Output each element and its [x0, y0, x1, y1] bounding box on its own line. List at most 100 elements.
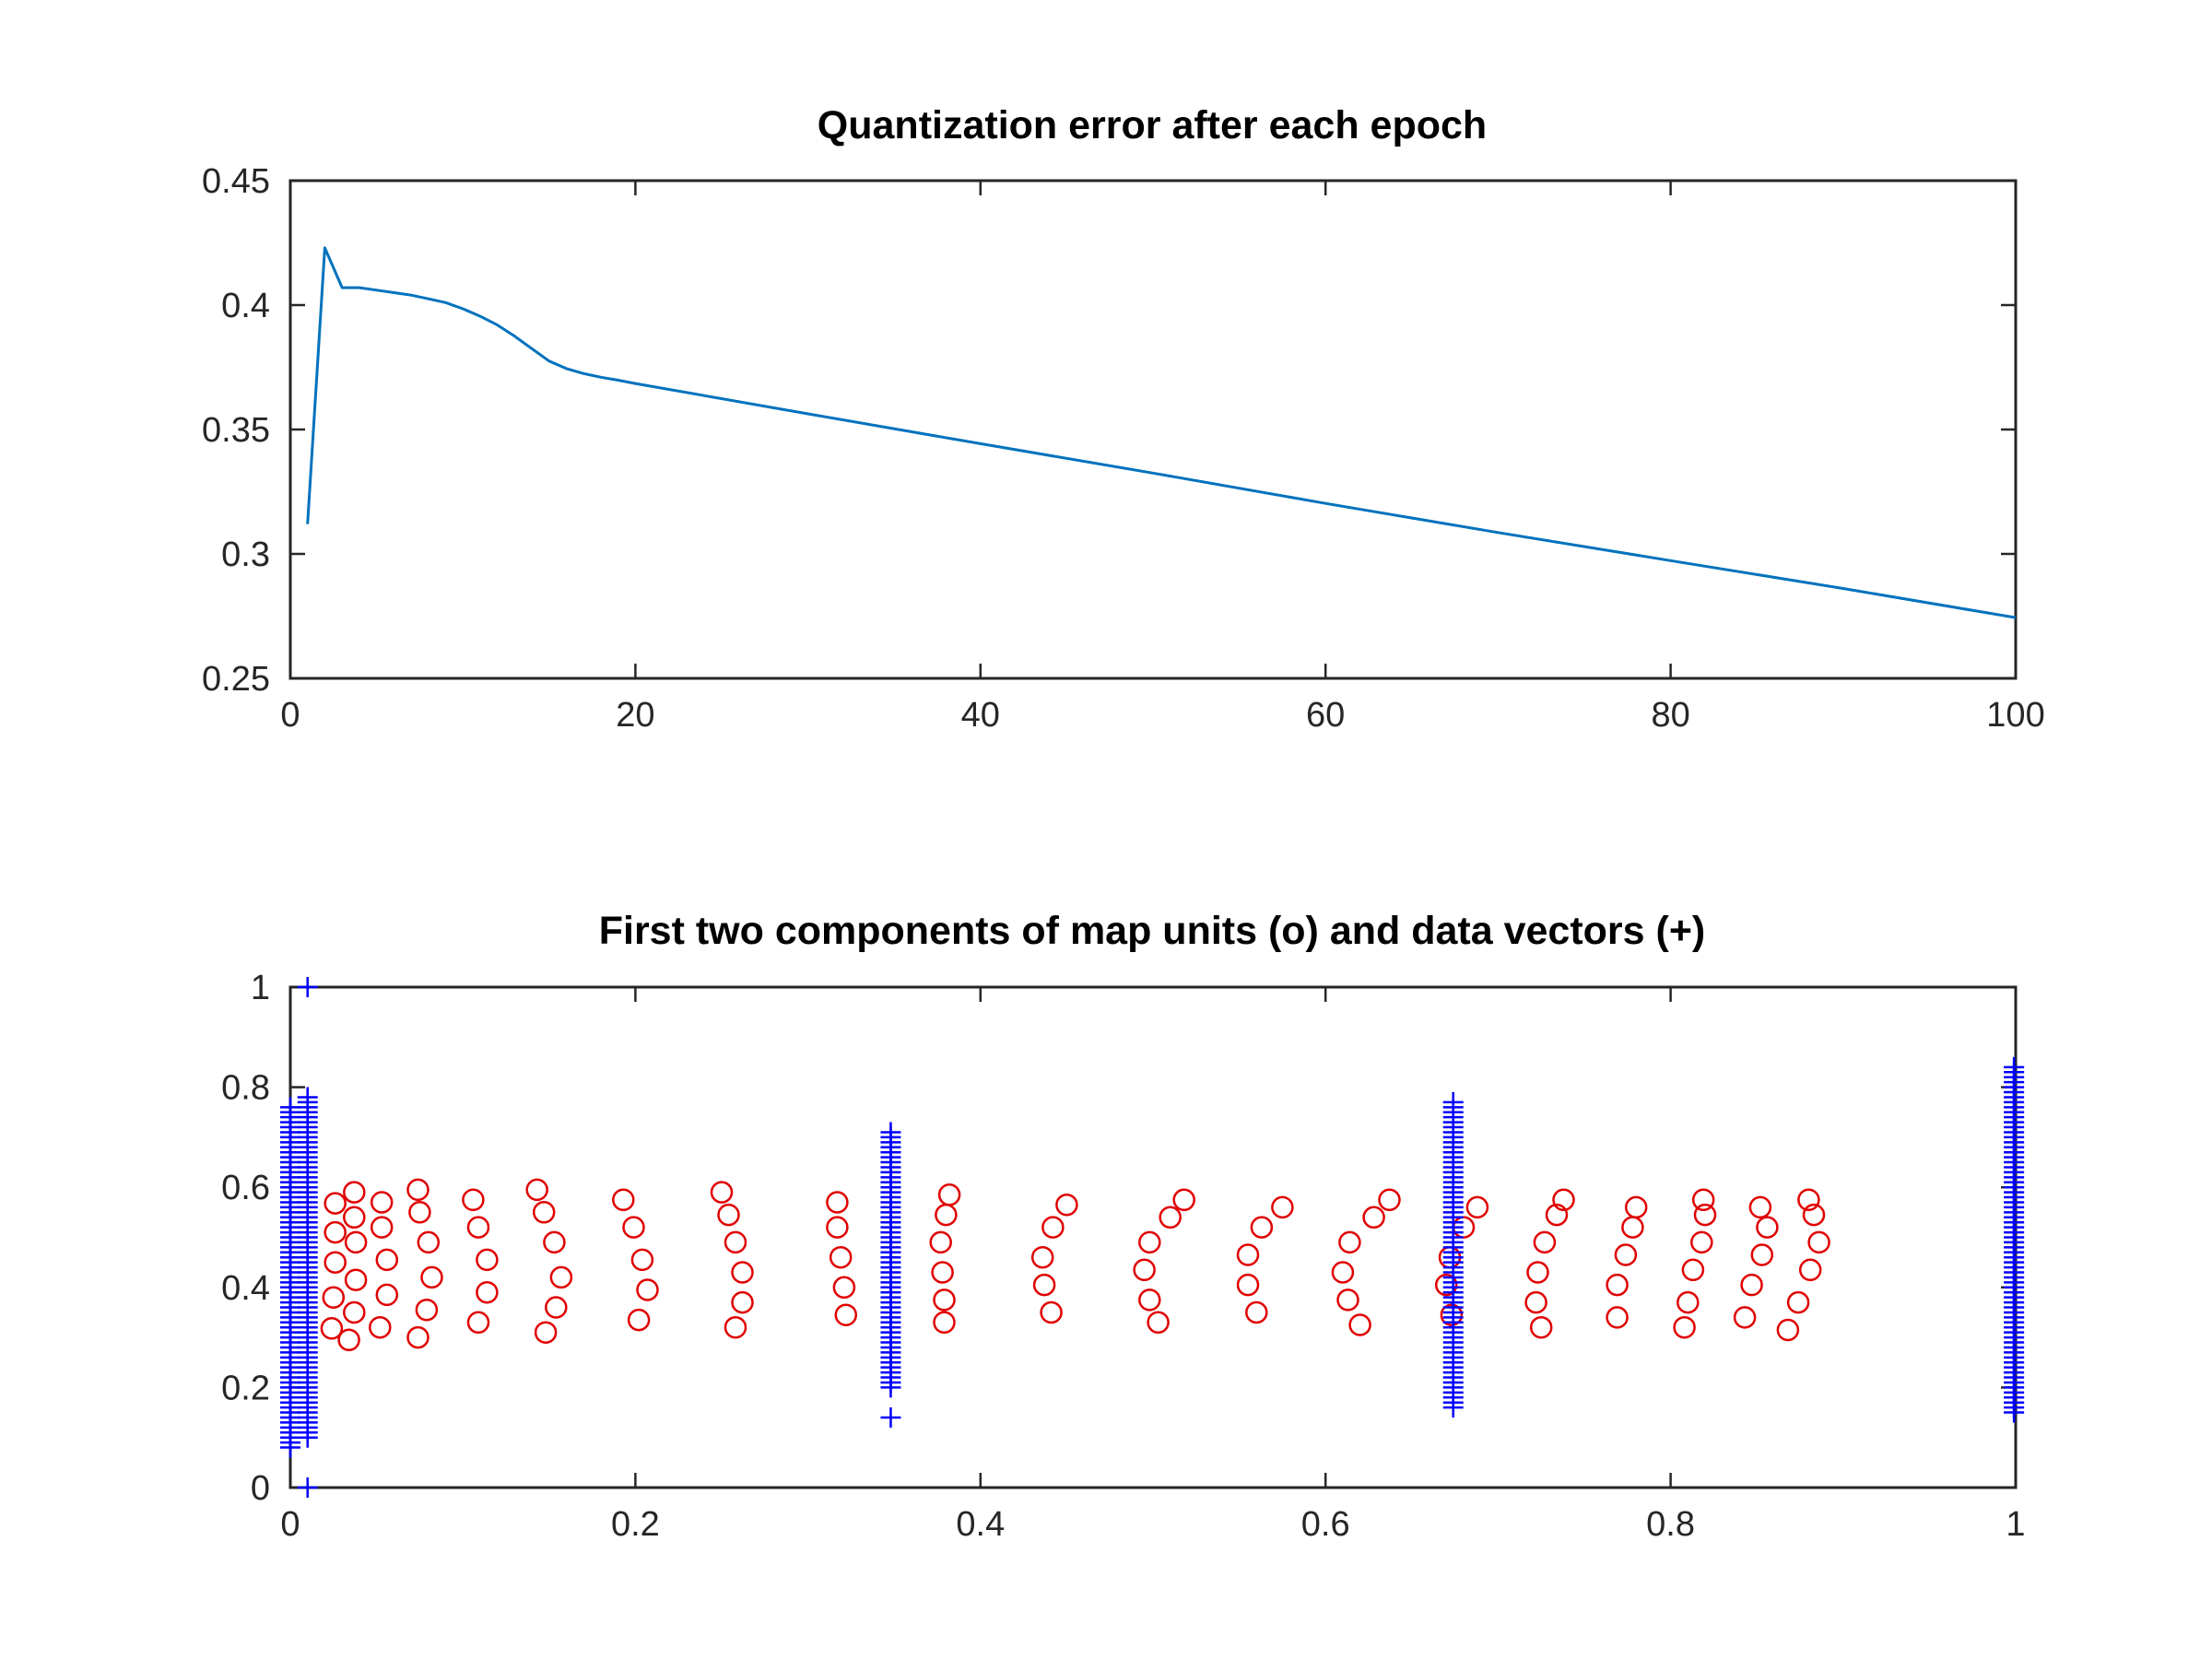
map-unit-point: [1621, 1216, 1644, 1239]
map-unit-point: [545, 1296, 568, 1319]
map-unit-point: [1673, 1315, 1696, 1339]
series-map-units: [320, 1178, 1830, 1352]
map-unit-point: [1331, 1261, 1355, 1284]
map-unit-point: [731, 1290, 754, 1314]
map-unit-point: [1133, 1258, 1156, 1282]
map-unit-point: [1740, 1273, 1763, 1297]
map-unit-point: [1147, 1311, 1170, 1335]
map-unit-point: [1040, 1300, 1063, 1324]
map-unit-point: [1524, 1290, 1547, 1314]
map-unit-point: [1271, 1195, 1294, 1219]
map-unit-point: [1236, 1273, 1260, 1297]
map-unit-point: [324, 1251, 347, 1274]
x-tick-label: 60: [1306, 696, 1345, 735]
map-unit-point: [343, 1181, 366, 1204]
map-unit-point: [1786, 1290, 1810, 1314]
map-unit-point: [1348, 1313, 1371, 1336]
x-tick-label: 80: [1651, 696, 1689, 735]
map-unit-point: [1802, 1203, 1826, 1227]
x-tick-label: 0.6: [1301, 1505, 1350, 1544]
y-tick-label: 0.25: [202, 660, 270, 699]
map-unit-point: [466, 1311, 490, 1335]
map-unit-point: [417, 1230, 441, 1254]
map-unit-point: [415, 1298, 439, 1322]
map-unit-point: [1776, 1318, 1800, 1342]
map-unit-point: [1748, 1195, 1772, 1219]
map-unit-point: [1159, 1206, 1182, 1230]
map-unit-point: [1614, 1243, 1638, 1266]
chart-2-title: First two components of map units (o) an…: [599, 909, 1706, 953]
y-tick-label: 0.4: [221, 287, 270, 325]
map-unit-point: [344, 1230, 368, 1254]
map-unit-point: [324, 1220, 347, 1244]
map-unit-point: [933, 1288, 956, 1312]
map-unit-point: [834, 1303, 858, 1326]
map-unit-point: [1236, 1243, 1260, 1266]
map-unit-point: [1250, 1216, 1274, 1239]
map-unit-point: [1606, 1306, 1629, 1329]
map-unit-point: [931, 1261, 954, 1284]
map-unit-point: [622, 1216, 645, 1239]
map-unit-point: [929, 1230, 952, 1254]
y-tick-label: 0.4: [221, 1269, 270, 1308]
map-unit-point: [724, 1315, 747, 1339]
data-vector-point: [880, 1406, 901, 1428]
chart-1-tick-labels: 0 20 40 60 80 100 0.25 0.3 0.35 0.4 0.45: [202, 162, 2045, 735]
map-unit-point: [710, 1181, 734, 1204]
map-unit-point: [344, 1268, 368, 1291]
map-unit-point: [826, 1216, 849, 1239]
x-tick-label: 1: [2006, 1505, 2025, 1544]
x-tick-label: 20: [616, 696, 654, 735]
map-unit-point: [933, 1311, 956, 1335]
map-unit-point: [1440, 1303, 1464, 1326]
map-unit-point: [630, 1248, 654, 1272]
x-tick-label: 40: [961, 696, 1000, 735]
map-unit-point: [1693, 1203, 1717, 1227]
chart-2-tick-labels: 0 0.2 0.4 0.6 0.8 1 0 0.2 0.4 0.6 0.8 1: [221, 969, 2025, 1544]
map-unit-point: [627, 1308, 651, 1332]
map-unit-point: [1545, 1203, 1569, 1227]
map-unit-point: [549, 1265, 573, 1289]
map-unit-point: [343, 1300, 366, 1324]
data-vector-point: [1442, 1091, 1464, 1112]
series-quantization-error-line: [306, 246, 2017, 619]
x-tick-label: 100: [1986, 696, 2044, 735]
map-unit-point: [1691, 1188, 1715, 1212]
data-vector-point: [297, 977, 318, 997]
y-tick-label: 0.2: [221, 1369, 270, 1407]
map-unit-point: [375, 1283, 399, 1307]
x-tick-label: 0.4: [956, 1505, 1005, 1544]
map-unit-point: [731, 1261, 754, 1284]
map-unit-point: [369, 1315, 392, 1339]
y-tick-label: 0.3: [221, 535, 270, 574]
map-unit-point: [322, 1286, 346, 1309]
map-unit-point: [612, 1188, 635, 1212]
map-unit-point: [935, 1203, 958, 1227]
data-vector-point: [297, 1087, 318, 1108]
map-unit-point: [826, 1191, 849, 1214]
map-unit-point: [1606, 1273, 1629, 1297]
map-unit-point: [1338, 1230, 1361, 1254]
map-unit-point: [1807, 1230, 1830, 1254]
map-unit-point: [466, 1216, 490, 1239]
map-unit-point: [1681, 1258, 1705, 1282]
map-unit-point: [1138, 1288, 1161, 1312]
x-tick-label: 0.2: [611, 1505, 660, 1544]
map-unit-point: [370, 1191, 394, 1214]
map-unit-point: [408, 1201, 431, 1224]
y-tick-label: 1: [251, 969, 270, 1007]
chart-1-ticks: [288, 179, 2018, 680]
map-unit-point: [1465, 1195, 1489, 1219]
map-unit-point: [1733, 1306, 1757, 1329]
map-unit-point: [525, 1178, 548, 1202]
map-unit-point: [406, 1325, 429, 1349]
map-unit-point: [476, 1248, 499, 1272]
y-tick-label: 0.45: [202, 162, 270, 201]
chart-1-title: Quantization error after each epoch: [818, 103, 1487, 147]
map-unit-point: [1690, 1230, 1713, 1254]
map-unit-point: [543, 1230, 566, 1254]
map-unit-point: [1798, 1258, 1822, 1282]
map-unit-point: [462, 1188, 485, 1212]
x-tick-label: 0.8: [1646, 1505, 1695, 1544]
